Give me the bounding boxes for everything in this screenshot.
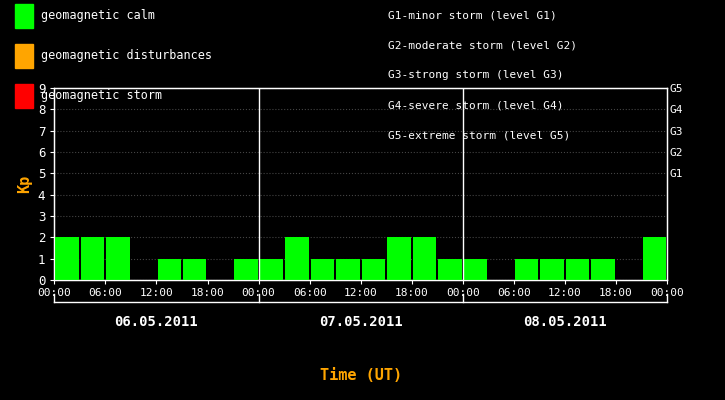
Y-axis label: Kp: Kp [17, 175, 33, 193]
Bar [260, 259, 283, 280]
Bar [413, 237, 436, 280]
Bar [81, 237, 104, 280]
Bar [362, 259, 385, 280]
Text: G1-minor storm (level G1): G1-minor storm (level G1) [388, 10, 557, 20]
Bar [387, 237, 410, 280]
Bar [439, 259, 462, 280]
Text: Time (UT): Time (UT) [320, 368, 402, 384]
Bar [336, 259, 360, 280]
Bar [515, 259, 538, 280]
Text: G5-extreme storm (level G5): G5-extreme storm (level G5) [388, 130, 570, 140]
Bar [157, 259, 181, 280]
Text: geomagnetic disturbances: geomagnetic disturbances [41, 50, 212, 62]
Text: G4-severe storm (level G4): G4-severe storm (level G4) [388, 100, 563, 110]
Bar [642, 237, 666, 280]
Bar [540, 259, 564, 280]
Bar [285, 237, 309, 280]
Bar [55, 237, 79, 280]
Text: G2-moderate storm (level G2): G2-moderate storm (level G2) [388, 40, 577, 50]
Bar [183, 259, 207, 280]
Text: 06.05.2011: 06.05.2011 [115, 315, 199, 329]
Bar [234, 259, 257, 280]
Text: 07.05.2011: 07.05.2011 [319, 315, 402, 329]
Text: G3-strong storm (level G3): G3-strong storm (level G3) [388, 70, 563, 80]
Bar [311, 259, 334, 280]
Bar [464, 259, 487, 280]
Bar [592, 259, 615, 280]
Bar [107, 237, 130, 280]
Text: geomagnetic calm: geomagnetic calm [41, 10, 155, 22]
Text: 08.05.2011: 08.05.2011 [523, 315, 607, 329]
Text: geomagnetic storm: geomagnetic storm [41, 90, 162, 102]
Bar [566, 259, 589, 280]
